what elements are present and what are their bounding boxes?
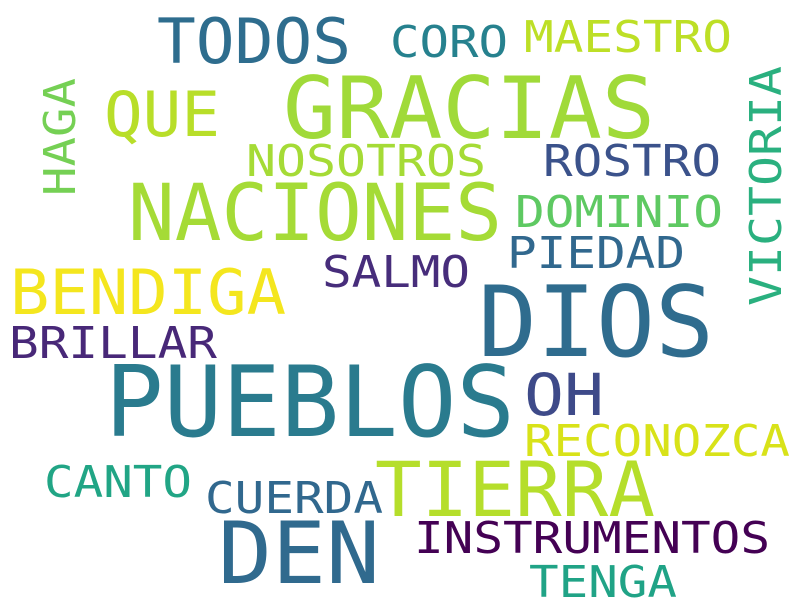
word-brillar: BRILLAR	[9, 318, 218, 369]
word-instrumentos: INSTRUMENTOS	[414, 513, 770, 564]
word-piedad: PIEDAD	[507, 228, 685, 279]
word-reconozca: RECONOZCA	[524, 416, 790, 467]
word-coro: CORO	[390, 17, 508, 68]
word-que: QUE	[104, 78, 220, 151]
word-nosotros: NOSOTROS	[246, 136, 486, 187]
word-cuerda: CUERDA	[205, 473, 383, 524]
word-tierra: TIERRA	[375, 445, 655, 534]
word-dios: DIOS	[478, 266, 714, 380]
word-pueblos: PUEBLOS	[105, 346, 515, 460]
word-tenga: TENGA	[529, 557, 677, 600]
word-victoria: VICTORIA	[741, 66, 792, 306]
word-gracias: GRACIAS	[283, 59, 655, 159]
word-naciones: NACIONES	[128, 169, 502, 259]
word-canto: CANTO	[44, 457, 192, 508]
word-oh: OH	[524, 361, 604, 429]
word-maestro: MAESTRO	[524, 12, 732, 63]
word-rostro: ROSTRO	[543, 136, 721, 187]
word-dominio: DOMINIO	[515, 187, 723, 238]
word-bendiga: BENDIGA	[10, 256, 286, 329]
word-den: DEN	[218, 504, 380, 600]
word-haga: HAGA	[35, 78, 86, 196]
word-todos: TODOS	[157, 5, 351, 78]
word-salmo: SALMO	[322, 247, 470, 298]
